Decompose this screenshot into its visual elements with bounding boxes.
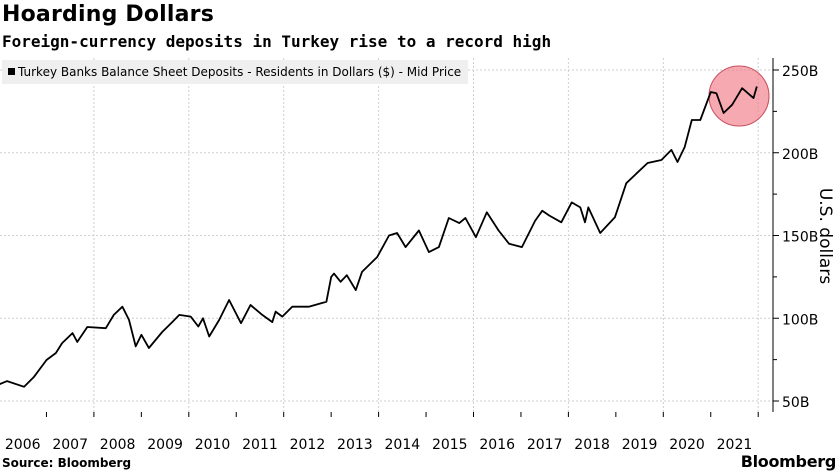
x-tick-label: 2017: [527, 437, 563, 453]
x-tick-label: 2009: [147, 437, 183, 453]
x-tick-label: 2010: [195, 437, 231, 453]
x-tick-label: 2021: [717, 437, 753, 453]
bloomberg-logo: Bloomberg: [740, 452, 837, 471]
x-tick-label: 2008: [100, 437, 136, 453]
y-tick-label: 50B: [782, 395, 809, 411]
source-note: Source: Bloomberg: [2, 456, 132, 470]
x-tick-label: 2006: [5, 437, 41, 453]
y-tick-label: 250B: [782, 64, 818, 80]
chart-title: Hoarding Dollars: [2, 2, 215, 27]
x-tick-label: 2020: [669, 437, 705, 453]
x-tick-label: 2018: [574, 437, 610, 453]
chart-subtitle: Foreign-currency deposits in Turkey rise…: [2, 32, 552, 51]
legend-swatch: [8, 68, 15, 75]
legend-label: Turkey Banks Balance Sheet Deposits - Re…: [18, 65, 462, 79]
x-tick-label: 2019: [622, 437, 658, 453]
x-tick-label: 2007: [52, 437, 88, 453]
x-tick-label: 2015: [432, 437, 468, 453]
legend: Turkey Banks Balance Sheet Deposits - Re…: [2, 60, 468, 84]
y-axis-label: U.S. dollars: [815, 188, 835, 284]
x-tick-label: 2016: [479, 437, 515, 453]
x-tick-label: 2012: [290, 437, 326, 453]
y-tick-label: 150B: [782, 230, 818, 246]
y-tick-label: 200B: [782, 147, 818, 163]
series-line: [0, 86, 758, 388]
x-tick-label: 2014: [385, 437, 421, 453]
x-tick-label: 2011: [242, 437, 278, 453]
y-tick-label: 100B: [782, 312, 818, 328]
x-tick-label: 2013: [337, 437, 373, 453]
